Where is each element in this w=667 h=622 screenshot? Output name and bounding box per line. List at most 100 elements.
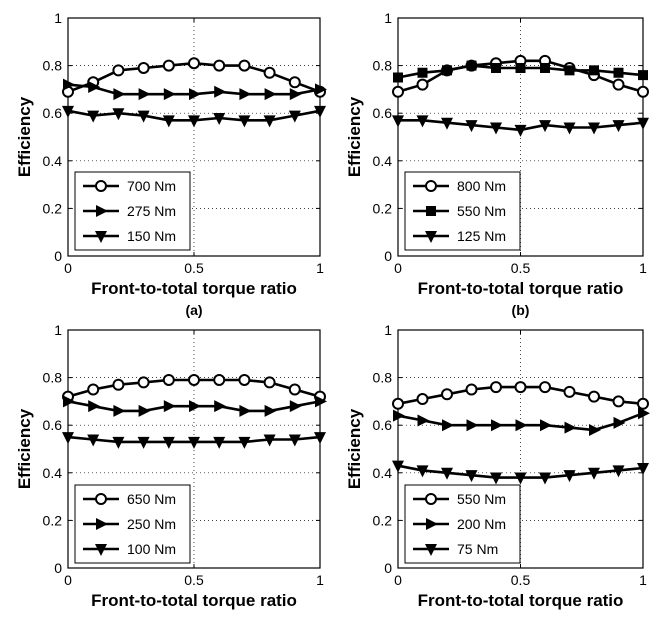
y-tick-label: 0.6: [373, 417, 393, 433]
data-point: [188, 373, 200, 386]
data-point: [87, 434, 100, 447]
x-axis-label: Front-to-total torque ratio: [418, 279, 624, 298]
plot-frame: [67, 329, 321, 569]
y-tick-label: 0.6: [373, 105, 393, 121]
data-point: [490, 381, 502, 394]
x-tick-label: 1: [316, 260, 324, 276]
data-point: [416, 393, 429, 406]
y-tick-label: 0: [54, 560, 62, 576]
data-point: [188, 436, 200, 449]
data-point: [162, 115, 175, 128]
y-tick-label: 1: [384, 10, 392, 26]
data-point: [138, 88, 151, 101]
data-point: [564, 421, 577, 434]
y-tick-label: 0.2: [43, 512, 63, 528]
data-point: [263, 376, 276, 389]
data-point: [515, 62, 526, 73]
legend-label: 250 Nm: [127, 516, 176, 532]
data-point: [315, 83, 327, 96]
data-point: [188, 57, 200, 70]
data-point: [540, 419, 552, 432]
y-tick-label: 0.4: [373, 465, 393, 481]
y-tick-label: 1: [384, 322, 392, 338]
x-axis-label: Front-to-total torque ratio: [91, 279, 297, 298]
data-point: [441, 388, 453, 401]
x-tick-label: 0: [394, 260, 402, 276]
series-1: [62, 373, 326, 403]
data-point: [188, 115, 200, 128]
legend-marker: [95, 544, 107, 556]
legend-marker: [425, 493, 437, 505]
data-point: [563, 470, 576, 483]
data-point: [112, 436, 125, 449]
data-point: [392, 115, 404, 128]
data-point: [314, 432, 326, 445]
x-tick-label: 1: [639, 572, 647, 588]
data-point: [563, 122, 576, 135]
data-point: [514, 381, 527, 394]
data-point: [314, 105, 326, 118]
series-2: [393, 60, 648, 83]
chart-panel-2: 0 0.5 1 0 0.2 0.4 0.6 0.8 1 Front-to-total torque…: [345, 10, 649, 318]
series-3: [392, 115, 649, 137]
data-point: [589, 423, 601, 436]
y-tick-label: 0.8: [43, 58, 63, 74]
y-tick-label: 0.2: [43, 200, 63, 216]
data-point: [491, 419, 503, 432]
data-point: [441, 467, 453, 480]
data-point: [563, 385, 576, 398]
y-tick-label: 0.2: [373, 512, 393, 528]
data-point: [62, 105, 74, 118]
y-tick-label: 1: [54, 10, 62, 26]
data-point: [263, 66, 276, 79]
data-point: [612, 465, 625, 478]
data-point: [315, 395, 327, 408]
x-tick-label: 0.5: [184, 260, 204, 276]
legend-label: 200 Nm: [457, 516, 506, 532]
x-tick-label: 0: [64, 572, 72, 588]
legend: 650 Nm 250 Nm 100 Nm: [74, 484, 191, 564]
y-tick-label: 1: [54, 322, 62, 338]
data-point: [612, 120, 625, 133]
panel-caption: (a): [185, 302, 202, 318]
series-2: [63, 78, 327, 101]
data-point: [514, 472, 527, 485]
data-point: [637, 85, 649, 98]
y-axis-label: Efficiency: [345, 96, 364, 177]
data-point: [392, 460, 404, 473]
legend-label: 550 Nm: [457, 491, 506, 507]
data-point: [113, 404, 126, 417]
legend-label: 75 Nm: [457, 541, 498, 557]
data-point: [137, 61, 150, 74]
legend-label: 800 Nm: [457, 178, 506, 194]
data-point: [490, 122, 502, 135]
x-tick-label: 0: [64, 260, 72, 276]
data-point: [589, 65, 599, 76]
legend-label: 100 Nm: [127, 541, 176, 557]
data-point: [540, 62, 550, 73]
data-point: [442, 419, 454, 432]
legend-marker: [426, 518, 438, 530]
data-point: [613, 67, 624, 78]
data-point: [163, 88, 176, 101]
y-tick-label: 0: [384, 248, 392, 264]
data-point: [588, 122, 600, 135]
data-point: [392, 85, 404, 98]
data-point: [289, 88, 302, 101]
plot-frame: [397, 329, 644, 569]
x-tick-label: 1: [316, 572, 324, 588]
data-point: [416, 115, 429, 128]
panel-caption: (b): [512, 302, 530, 318]
data-point: [87, 110, 100, 123]
series-3: [62, 432, 326, 449]
y-axis-label: Efficiency: [15, 96, 34, 177]
series-3: [62, 105, 326, 128]
y-tick-label: 0: [384, 560, 392, 576]
legend-marker: [96, 518, 108, 530]
legend-marker: [96, 205, 108, 217]
data-point: [288, 383, 301, 396]
legend-marker: [95, 231, 107, 243]
x-axis-label: Front-to-total torque ratio: [91, 591, 297, 610]
data-point: [588, 467, 600, 480]
